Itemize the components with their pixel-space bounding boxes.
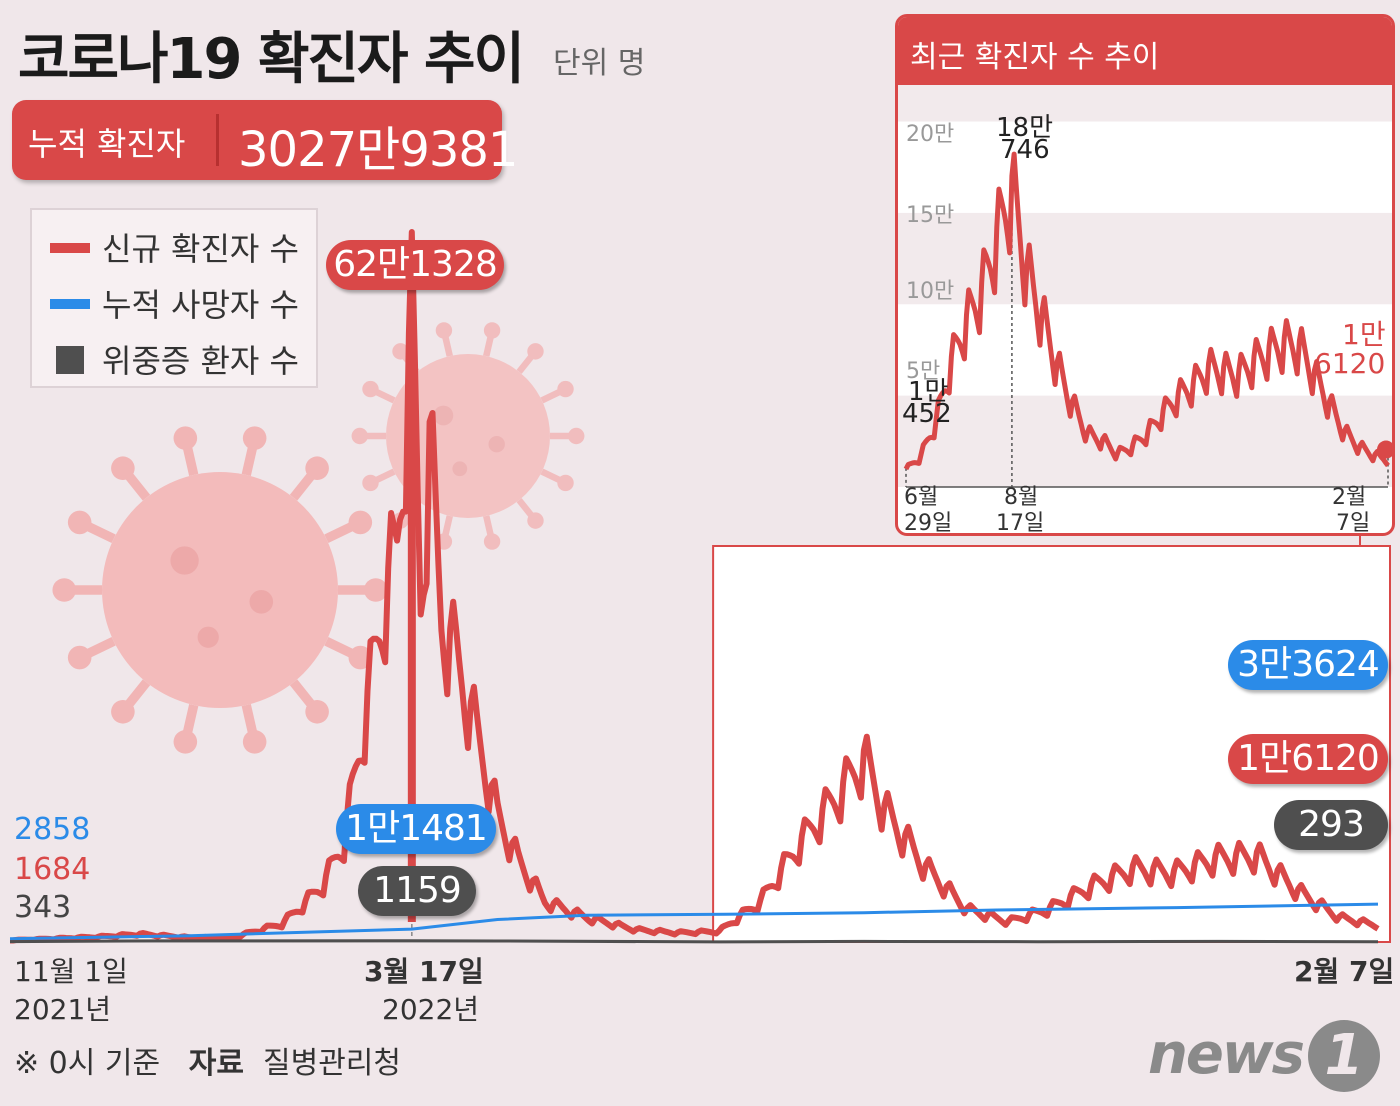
inset-peak-line1: 18만 — [996, 113, 1054, 143]
inset-x-tick-end-month: 2월 — [1332, 485, 1367, 510]
inset-start-line1: 1만 — [908, 377, 949, 407]
series-line-deaths — [9, 902, 1379, 941]
news1-logo-text: news — [1148, 1022, 1305, 1087]
inset-end-line2: 6120 — [1314, 347, 1386, 380]
legend-swatch-new-cases — [50, 243, 90, 253]
inset-band-2 — [898, 212, 1392, 305]
cumulative-separator — [216, 114, 219, 166]
footnote: ※ 0시 기준 자료 질병관리청 — [14, 1038, 401, 1082]
legend: 신규 확진자 수 누적 사망자 수 위중증 환자 수 — [30, 208, 318, 388]
inset-peak-line2: 746 — [1000, 135, 1050, 165]
inset-y-tick-50k: 5만 — [906, 359, 941, 384]
x-tick-year-peak: 2022년 — [382, 993, 480, 1026]
virus-illustration-small — [351, 322, 585, 550]
legend-label-critical: 위중증 환자 수 — [102, 342, 299, 380]
inset-chart — [898, 85, 1392, 488]
virus-illustration-large — [52, 426, 388, 754]
inset-x-tick-start-month: 6월 — [904, 485, 939, 510]
end-callout-deaths: 3만3624 — [1228, 640, 1388, 690]
start-label-deaths: 2858 — [14, 812, 91, 847]
start-label-new-cases: 1684 — [14, 852, 91, 887]
start-label-critical: 343 — [14, 890, 72, 925]
series-line-critical — [9, 939, 1379, 944]
footnote-source: 질병관리청 — [263, 1046, 401, 1081]
x-tick-label-start: 11월 1일 — [14, 955, 128, 988]
inset-end-line1: 1만 — [1342, 318, 1386, 351]
legend-label-new-cases: 신규 확진자 수 — [102, 230, 299, 268]
x-tick-year-start: 2021년 — [14, 993, 112, 1026]
footnote-basis: ※ 0시 기준 — [14, 1046, 161, 1081]
end-callout-new-cases: 1만6120 — [1228, 734, 1388, 784]
legend-swatch-deaths — [50, 299, 90, 309]
inset-y-tick-150k: 15만 — [906, 203, 955, 228]
inset-x-tick-peak-month: 8월 — [1004, 485, 1039, 510]
cumulative-cases-value: 3027만9381 — [238, 122, 518, 178]
inset-start-line2: 452 — [902, 399, 952, 429]
inset-x-tick-peak-day: 17일 — [996, 511, 1045, 536]
end-callout-critical: 293 — [1274, 800, 1388, 850]
peak-callout-critical: 1159 — [358, 866, 476, 916]
inset-series-line-new-cases — [903, 151, 1390, 471]
legend-swatch-critical — [56, 346, 84, 374]
inset-y-tick-200k: 20만 — [906, 122, 955, 147]
peak-callout-deaths: 1만1481 — [336, 804, 496, 854]
inset-end-point — [1377, 440, 1392, 459]
inset-y-tick-100k: 10만 — [906, 279, 955, 304]
inset-header: 최근 확진자 수 추이 — [898, 17, 1392, 85]
x-tick-label-peak: 3월 17일 — [364, 955, 484, 988]
inset-x-tick-end-day: 7일 — [1336, 511, 1371, 536]
news1-logo-mark: 1 — [1308, 1020, 1380, 1092]
inset-chart-panel: 최근 확진자 수 추이 20만 15만 10만 5만 18만 746 1만 45… — [895, 14, 1395, 536]
inset-x-tick-start-day: 29일 — [904, 511, 953, 536]
inset-band-top — [898, 85, 1392, 122]
cumulative-cases-label: 누적 확진자 — [28, 125, 186, 163]
inset-title: 최근 확진자 수 추이 — [910, 40, 1160, 75]
cumulative-cases-badge: 누적 확진자 3027만9381 — [12, 100, 518, 180]
series-line-new-cases — [10, 229, 1380, 944]
peak-callout-new-cases: 62만1328 — [326, 240, 504, 290]
legend-label-deaths: 누적 사망자 수 — [102, 286, 299, 324]
footnote-source-label: 자료 — [188, 1046, 244, 1081]
page-title: 코로나19 확진자 추이 — [18, 27, 525, 92]
x-tick-label-end: 2월 7일 — [1294, 955, 1395, 988]
unit-label: 단위 명 — [553, 46, 646, 81]
